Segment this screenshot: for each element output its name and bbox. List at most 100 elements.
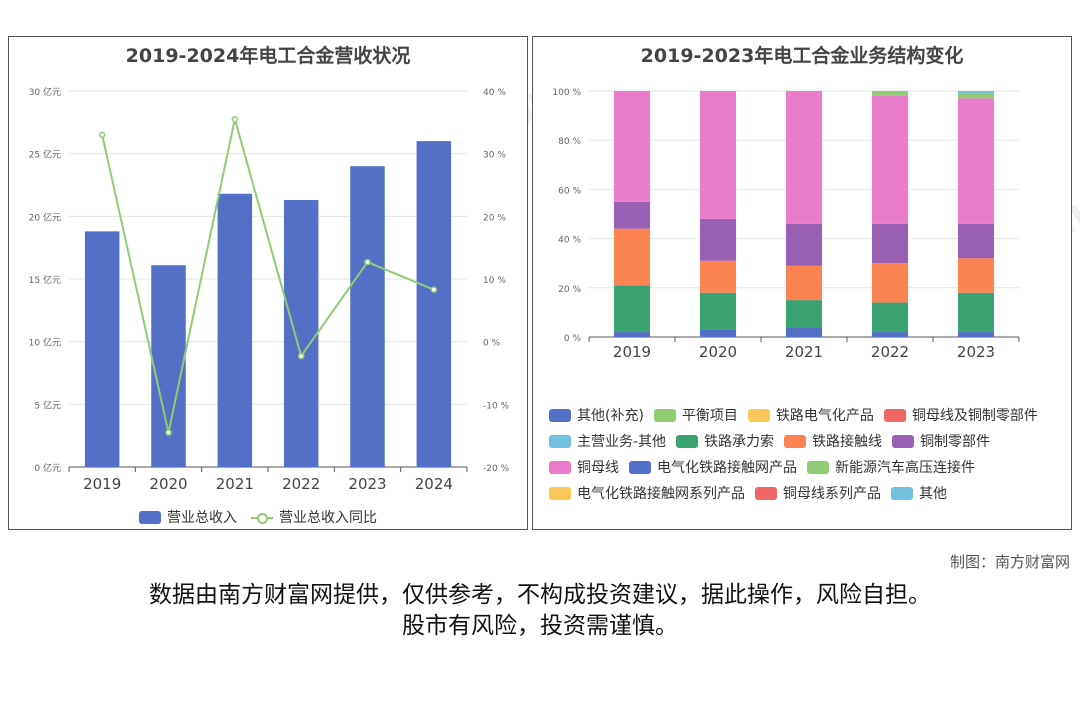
legend-item[interactable]: 铜制零部件	[892, 431, 990, 451]
legend-label: 其他	[919, 486, 947, 502]
legend-item[interactable]: 电气化铁路接触网产品	[629, 457, 797, 477]
legend-label: 铜制零部件	[920, 434, 991, 450]
legend-label: 平衡项目	[681, 408, 738, 424]
legend-item-revenue[interactable]: 营业总收入	[139, 507, 237, 527]
stack-segment	[871, 302, 909, 333]
structure-chart-panel: 2019-2023年电工合金业务结构变化 0 % 20 % 40 % 60 % 80 %…	[532, 36, 1072, 530]
stack-segment	[613, 228, 651, 286]
revenue-yoy-point	[231, 115, 239, 123]
legend-label: 其他(补充)	[577, 408, 644, 424]
y-axis-tick-label: 40 %	[558, 236, 581, 246]
y-axis-tick-label: 100 %	[552, 88, 581, 98]
x-axis-tick-label: 2020	[149, 475, 187, 493]
left-axis-tick-label: 25 亿元	[29, 149, 61, 161]
y-axis-tick-label: 20 %	[558, 285, 581, 295]
legend-item[interactable]: 铁路电气化产品	[747, 405, 874, 425]
legend-item[interactable]: 其他(补充)	[549, 405, 644, 425]
revenue-bar	[350, 166, 385, 467]
left-axis-tick-label: 10 亿元	[29, 337, 61, 349]
legend-label-revenue-yoy: 营业总收入同比	[279, 510, 377, 526]
revenue-yoy-line	[101, 118, 435, 433]
legend-item[interactable]: 新能源汽车高压连接件	[807, 457, 975, 477]
legend-item[interactable]: 铁路接触线	[784, 431, 882, 451]
legend-item[interactable]: 电气化铁路接触网系列产品	[549, 483, 745, 503]
stack-segment	[613, 332, 651, 337]
legend-swatch	[747, 408, 770, 422]
stack-segment	[957, 292, 995, 333]
legend-swatch	[755, 486, 777, 500]
revenue-bar	[217, 193, 253, 468]
right-axis-tick-label: 0 %	[483, 339, 501, 349]
right-axis-tick-label: -10 %	[483, 401, 510, 411]
legend-swatch	[883, 408, 906, 422]
legend-swatch	[653, 408, 676, 422]
legend-item-revenue-yoy[interactable]: 营业总收入同比	[251, 507, 377, 527]
right-axis-tick-label: 40 %	[483, 88, 506, 98]
stack-segment	[957, 332, 995, 337]
legend-item[interactable]: 主营业务-其他	[549, 431, 666, 451]
legend-swatch	[629, 460, 651, 474]
stack-segment	[785, 300, 823, 328]
stack-segment	[957, 93, 995, 99]
legend-item[interactable]: 铜母线系列产品	[755, 483, 881, 503]
stack-segment	[871, 95, 909, 224]
stack-segment	[785, 91, 823, 224]
legend-label: 铜母线及铜制零部件	[911, 408, 1038, 424]
stack-segment	[871, 332, 909, 337]
left-axis-tick-label: 20 亿元	[29, 211, 61, 223]
revenue-chart-panel: 2019-2024年电工合金营收状况 0 亿元 -20 % 5 亿元 -10 % 10 …	[8, 36, 528, 530]
legend-swatch	[892, 434, 915, 448]
right-axis-tick-label: -20 %	[483, 464, 510, 474]
legend-label: 铜母线系列产品	[783, 486, 881, 502]
y-axis-tick-label: 0 %	[564, 334, 582, 344]
legend-item[interactable]: 铜母线及铜制零部件	[883, 405, 1038, 425]
right-axis-tick-label: 10 %	[483, 276, 506, 286]
legend-label: 主营业务-其他	[577, 434, 667, 450]
right-axis-tick-label: 30 %	[483, 151, 506, 161]
structure-legend[interactable]: 其他(补充) 平衡项目 铁路电气化产品 铜母线及铜制零部件主营业务-其他 铁路承力索 铁路…	[549, 405, 1069, 503]
stack-segment	[871, 91, 909, 96]
stack-segment	[957, 223, 995, 259]
legend-label: 电气化铁路接触网系列产品	[577, 486, 745, 502]
stack-segment	[699, 218, 737, 261]
revenue-chart-title: 2019-2024年电工合金营收状况	[125, 45, 411, 67]
legend-swatch	[549, 460, 571, 474]
x-axis-tick-label: 2022	[282, 475, 320, 493]
x-axis-tick-label: 2020	[699, 343, 737, 361]
revenue-chart-svg: 0 亿元 -20 % 5 亿元 -10 % 10 亿元 0 % 15 亿元 10 % 20 亿元…	[29, 86, 510, 493]
legend-item[interactable]: 铜母线	[549, 457, 619, 477]
legend-swatch	[549, 434, 571, 448]
stack-segment	[957, 258, 995, 293]
legend-swatch-bar	[139, 510, 161, 524]
revenue-yoy-point	[297, 352, 305, 360]
revenue-legend[interactable]: 营业总收入 营业总收入同比	[139, 507, 377, 527]
stack-segment	[957, 98, 995, 224]
stack-segment	[785, 265, 823, 301]
legend-item[interactable]: 平衡项目	[653, 405, 738, 425]
legend-label-revenue: 营业总收入	[167, 510, 237, 526]
legend-swatch-line	[251, 511, 273, 524]
x-axis-tick-label: 2019	[613, 343, 651, 361]
legend-item[interactable]: 其他	[891, 483, 947, 503]
legend-label: 铁路承力索	[704, 434, 775, 450]
revenue-bar	[84, 231, 120, 467]
disclaimer-line-2: 股市有风险，投资需谨慎。	[402, 613, 678, 639]
legend-label: 电气化铁路接触网产品	[657, 460, 797, 476]
x-axis-tick-label: 2023	[348, 475, 386, 493]
stack-segment	[699, 91, 737, 219]
stack-segment	[699, 260, 737, 293]
chart-credit: 制图：南方财富网	[949, 553, 1070, 571]
revenue-bar	[283, 200, 319, 468]
x-axis-tick-label: 2024	[415, 475, 453, 493]
revenue-yoy-point	[165, 429, 172, 436]
stack-segment	[699, 292, 737, 330]
legend-item[interactable]: 铁路承力索	[676, 431, 774, 451]
stack-segment	[871, 223, 909, 264]
disclaimer-line-1: 数据由南方财富网提供，仅供参考，不构成投资建议，据此操作，风险自担。	[149, 582, 931, 608]
legend-swatch	[676, 434, 699, 448]
stack-segment	[871, 263, 909, 303]
legend-label: 新能源汽车高压连接件	[835, 460, 975, 476]
x-axis-tick-label: 2023	[957, 343, 995, 361]
legend-swatch	[549, 486, 571, 500]
right-axis-tick-label: 20 %	[483, 213, 506, 223]
